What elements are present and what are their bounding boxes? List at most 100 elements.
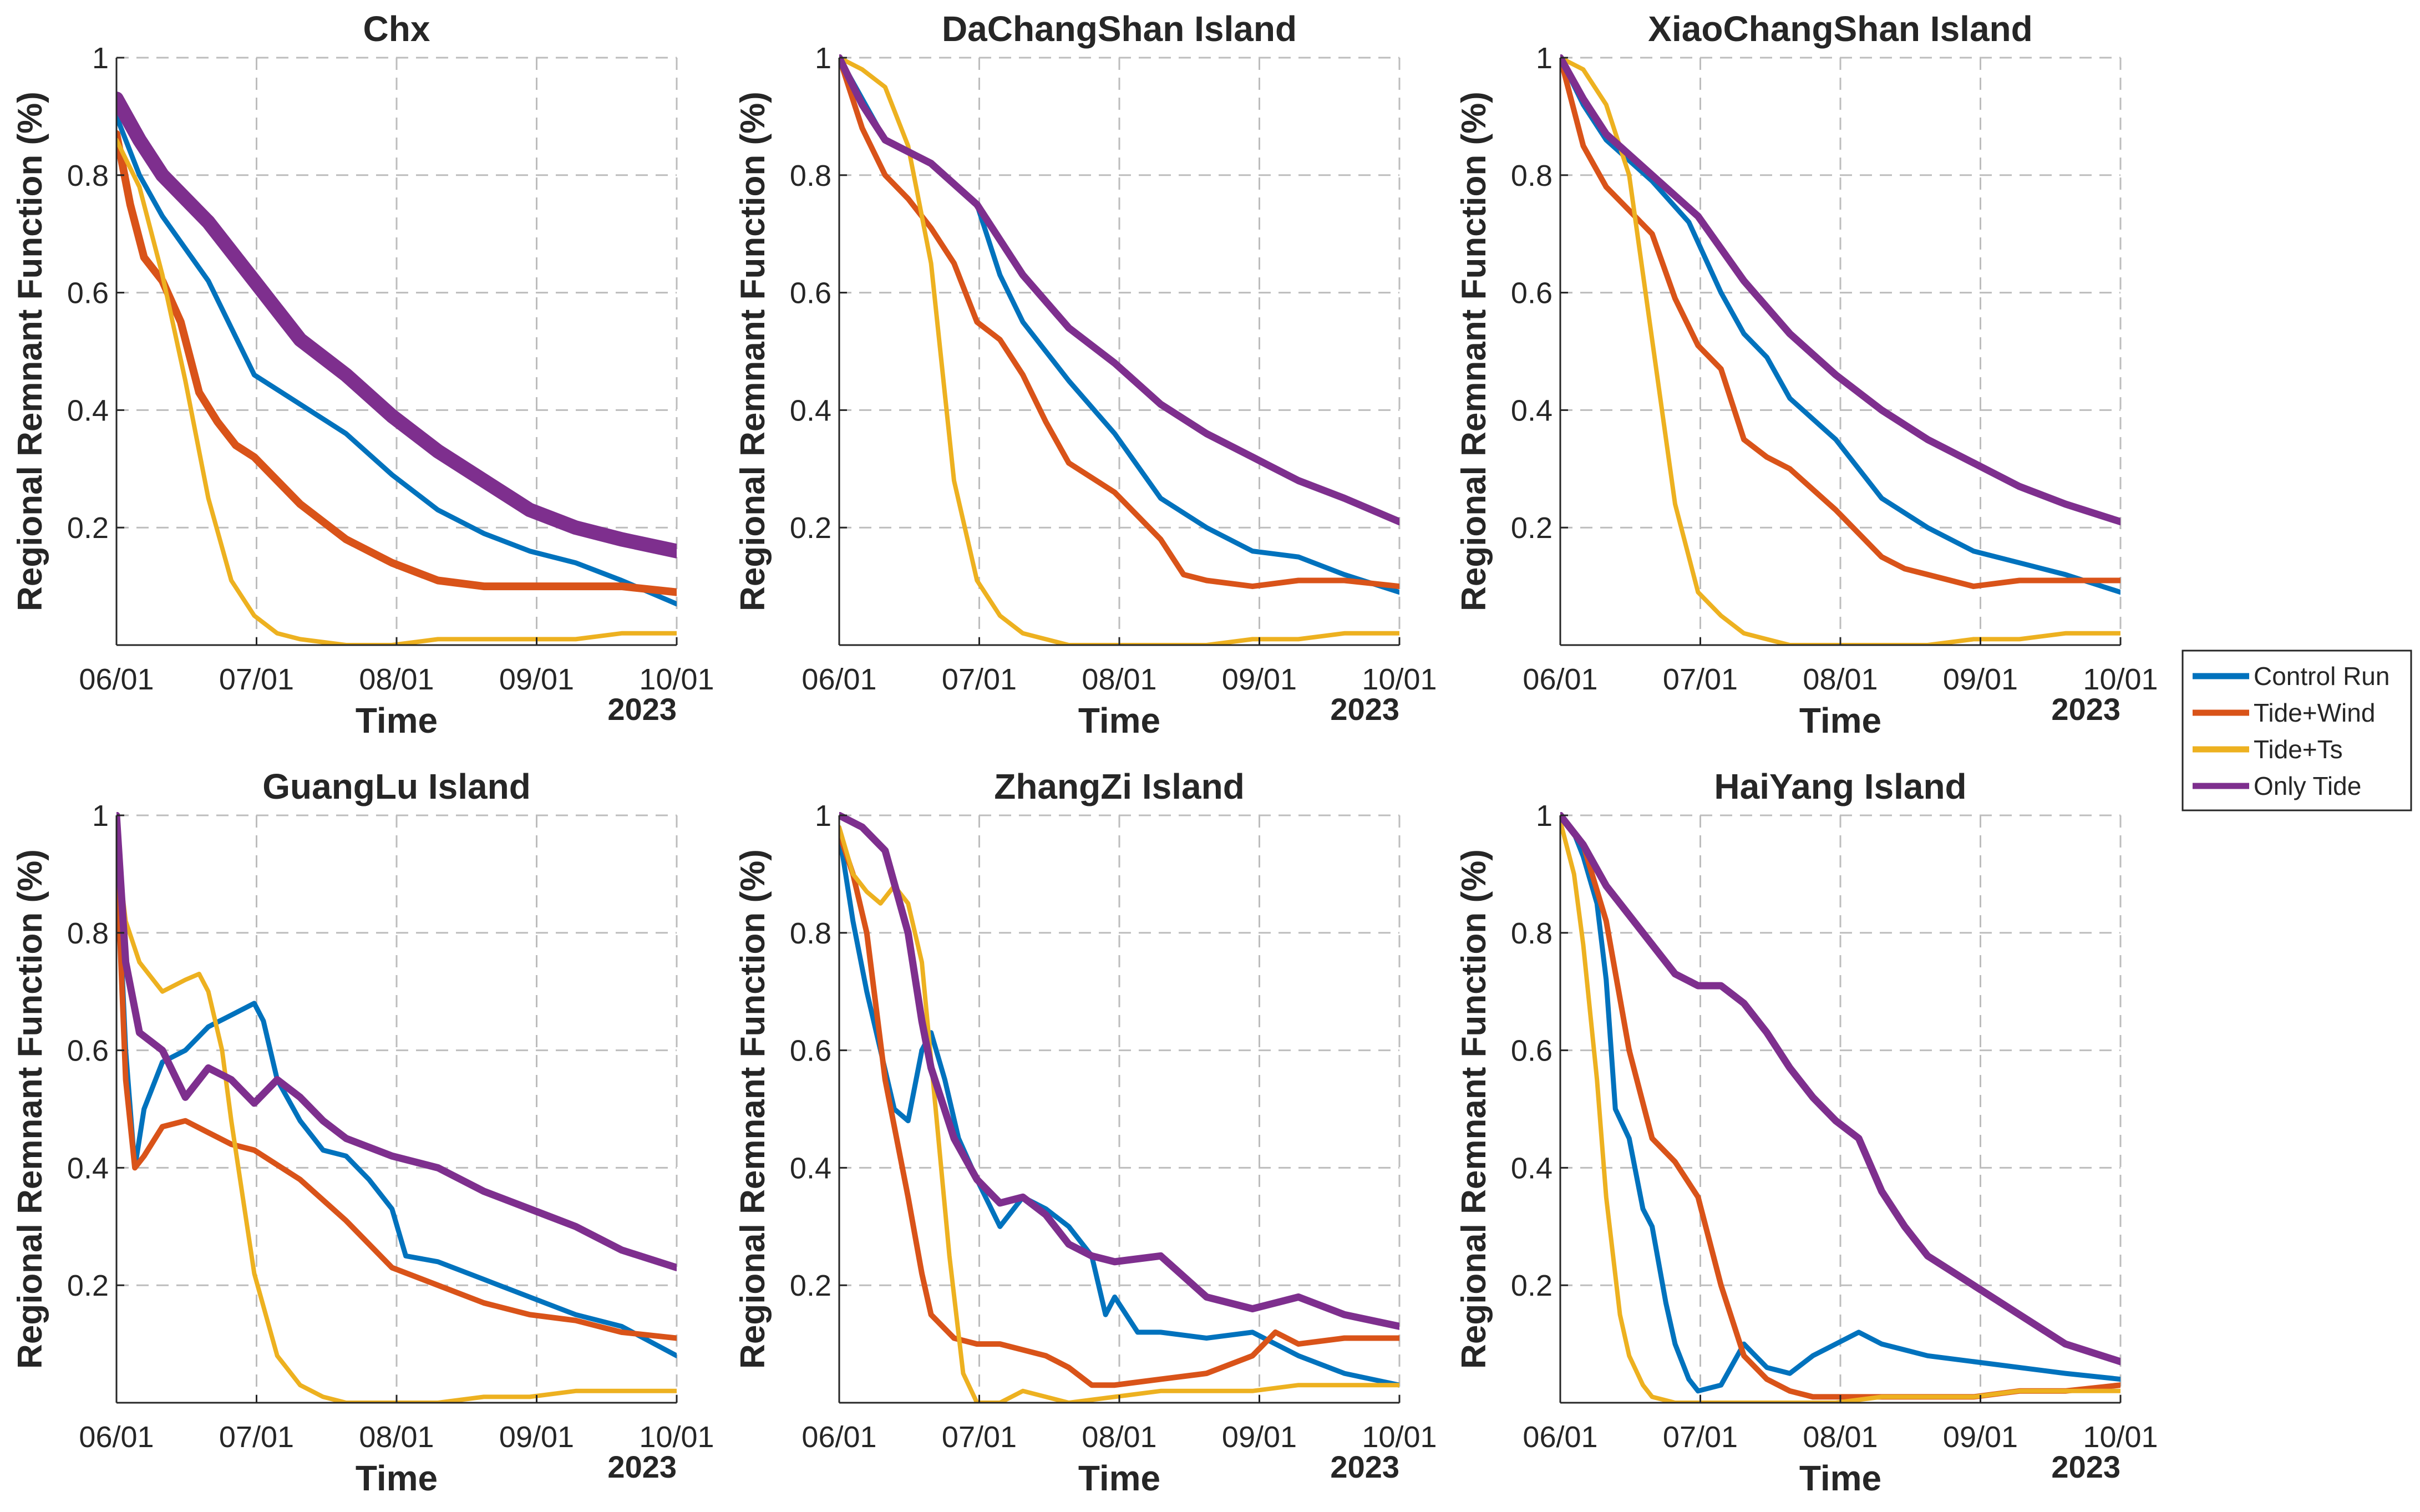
x-tick-label: 09/01 [499,663,574,696]
y-axis-label: Regional Remnant Function (%) [1455,92,1493,611]
y-tick-label: 1 [815,799,831,833]
x-tick-label: 09/01 [1222,1420,1297,1454]
x-tick-label: 10/01 [1362,663,1437,696]
series-line-tide-ts [839,55,1399,645]
y-tick-label: 1 [1536,42,1553,75]
series-line-tide-wind [839,830,1399,1388]
chart-title: DaChangShan Island [942,9,1297,49]
x-tick-label: 09/01 [1943,1420,2018,1454]
x-tick-label: 06/01 [1523,663,1597,696]
x-axis-label: Time [356,1458,438,1498]
y-tick-label: 1 [1536,799,1553,833]
y-tick-label: 0.4 [1511,1151,1553,1185]
legend: Control Run Tide+Wind Tide+Ts Only Tide [2181,650,2412,811]
y-tick-label: 0.6 [1511,277,1553,310]
subplot-chx: 06/01 07/01 08/01 09/01 10/01 0.2 0.4 0.6 0.8 1 Ch… [11,9,714,740]
year-label: 2023 [2051,692,2120,727]
y-axis-label: Regional Remnant Function (%) [11,849,49,1369]
y-tick-label: 0.2 [1511,1269,1553,1302]
series-line-tide-ts [1560,819,2120,1403]
x-tick-label: 09/01 [499,1420,574,1454]
y-tick-label: 0.8 [790,159,831,192]
series-line-tide-wind [116,848,677,1341]
chart-title: HaiYang Island [1714,767,1966,806]
series-line-only-tide [116,812,677,1271]
y-tick-label: 0.4 [1511,394,1553,427]
y-tick-label: 1 [815,42,831,75]
y-tick-label: 0.6 [67,277,109,310]
legend-label: Only Tide [2254,772,2361,800]
legend-item-tide-ts: Tide+Ts [2193,735,2343,764]
y-tick-label: 1 [92,799,109,833]
series-line-only-tide [1560,54,2120,526]
series-line-only-tide [839,54,1399,526]
y-tick-label: 0.8 [67,917,109,950]
subplot-haiyang-island: 06/01 07/01 08/01 09/01 10/01 0.2 0.4 0.6 0.8 1 Ha… [1455,767,2158,1498]
legend-label: Control Run [2254,662,2389,691]
x-axis-label: Time [1799,1458,1881,1498]
y-tick-label: 0.8 [1511,917,1553,950]
subplot-zhangzi-island: 06/01 07/01 08/01 09/01 10/01 0.2 0.4 0.6 0.8 1 Zh… [734,767,1437,1498]
y-tick-label: 1 [92,42,109,75]
legend-item-only-tide: Only Tide [2193,772,2361,800]
series-line-only-tide [839,812,1399,1330]
series-line-control-run [1560,55,2120,595]
series-line-only-tide [116,92,677,559]
y-tick-label: 0.8 [67,159,109,192]
x-tick-label: 06/01 [801,1420,876,1454]
x-axis-label: Time [356,701,438,740]
x-tick-label: 09/01 [1222,663,1297,696]
series-line-tide-ts [116,843,677,1403]
chart-title: ZhangZi Island [994,767,1245,806]
x-tick-label: 10/01 [639,1420,714,1454]
y-tick-label: 0.4 [790,394,831,427]
legend-item-tide-wind: Tide+Wind [2193,698,2375,727]
x-axis-label: Time [1078,1458,1160,1498]
chart-title: XiaoChangShan Island [1648,9,2032,49]
subplot-guanglu-island: 06/01 07/01 08/01 09/01 10/01 0.2 0.4 0.6 0.8 1 Gu… [11,767,714,1498]
x-tick-label: 06/01 [801,663,876,696]
series-line-tide-wind [1560,55,2120,590]
y-tick-label: 0.2 [67,1269,109,1302]
y-axis-label: Regional Remnant Function (%) [1455,849,1493,1369]
chart-title: GuangLu Island [262,767,531,806]
year-label: 2023 [1330,1449,1399,1484]
series-line-control-run [1560,813,2120,1394]
y-tick-label: 0.6 [1511,1034,1553,1068]
y-axis-label: Regional Remnant Function (%) [734,849,772,1369]
x-tick-label: 06/01 [79,663,154,696]
legend-label: Tide+Ts [2254,735,2343,764]
x-tick-label: 10/01 [639,663,714,696]
y-tick-label: 0.6 [790,277,831,310]
year-label: 2023 [607,1449,677,1484]
x-tick-label: 08/01 [1082,1420,1156,1454]
y-tick-label: 0.4 [790,1151,831,1185]
series-line-control-run [116,114,677,607]
x-tick-label: 08/01 [359,663,434,696]
year-label: 2023 [607,692,677,727]
y-tick-label: 0.4 [67,394,109,427]
x-tick-label: 08/01 [1803,1420,1878,1454]
y-tick-label: 0.2 [1511,511,1553,545]
y-tick-label: 0.6 [790,1034,831,1068]
x-tick-label: 06/01 [1523,1420,1597,1454]
legend-label: Tide+Wind [2254,698,2375,727]
x-tick-label: 07/01 [219,663,294,696]
series-line-only-tide [1560,812,2120,1366]
subplot-xiaochangshan-island: 06/01 07/01 08/01 09/01 10/01 0.2 0.4 0.6 0.8 1 Xi… [1455,9,2158,740]
series-line-tide-ts [839,825,1399,1403]
series-line-tide-wind [839,55,1399,590]
x-tick-label: 10/01 [2083,1420,2158,1454]
year-label: 2023 [1330,692,1399,727]
x-tick-label: 07/01 [942,663,1017,696]
y-tick-label: 0.8 [790,917,831,950]
x-tick-label: 10/01 [1362,1420,1437,1454]
x-tick-label: 07/01 [219,1420,294,1454]
y-axis-label: Regional Remnant Function (%) [11,92,49,611]
y-tick-label: 0.6 [67,1034,109,1068]
x-tick-label: 10/01 [2083,663,2158,696]
legend-item-control-run: Control Run [2193,662,2389,691]
y-axis-label: Regional Remnant Function (%) [734,92,772,611]
y-tick-label: 0.2 [790,1269,831,1302]
